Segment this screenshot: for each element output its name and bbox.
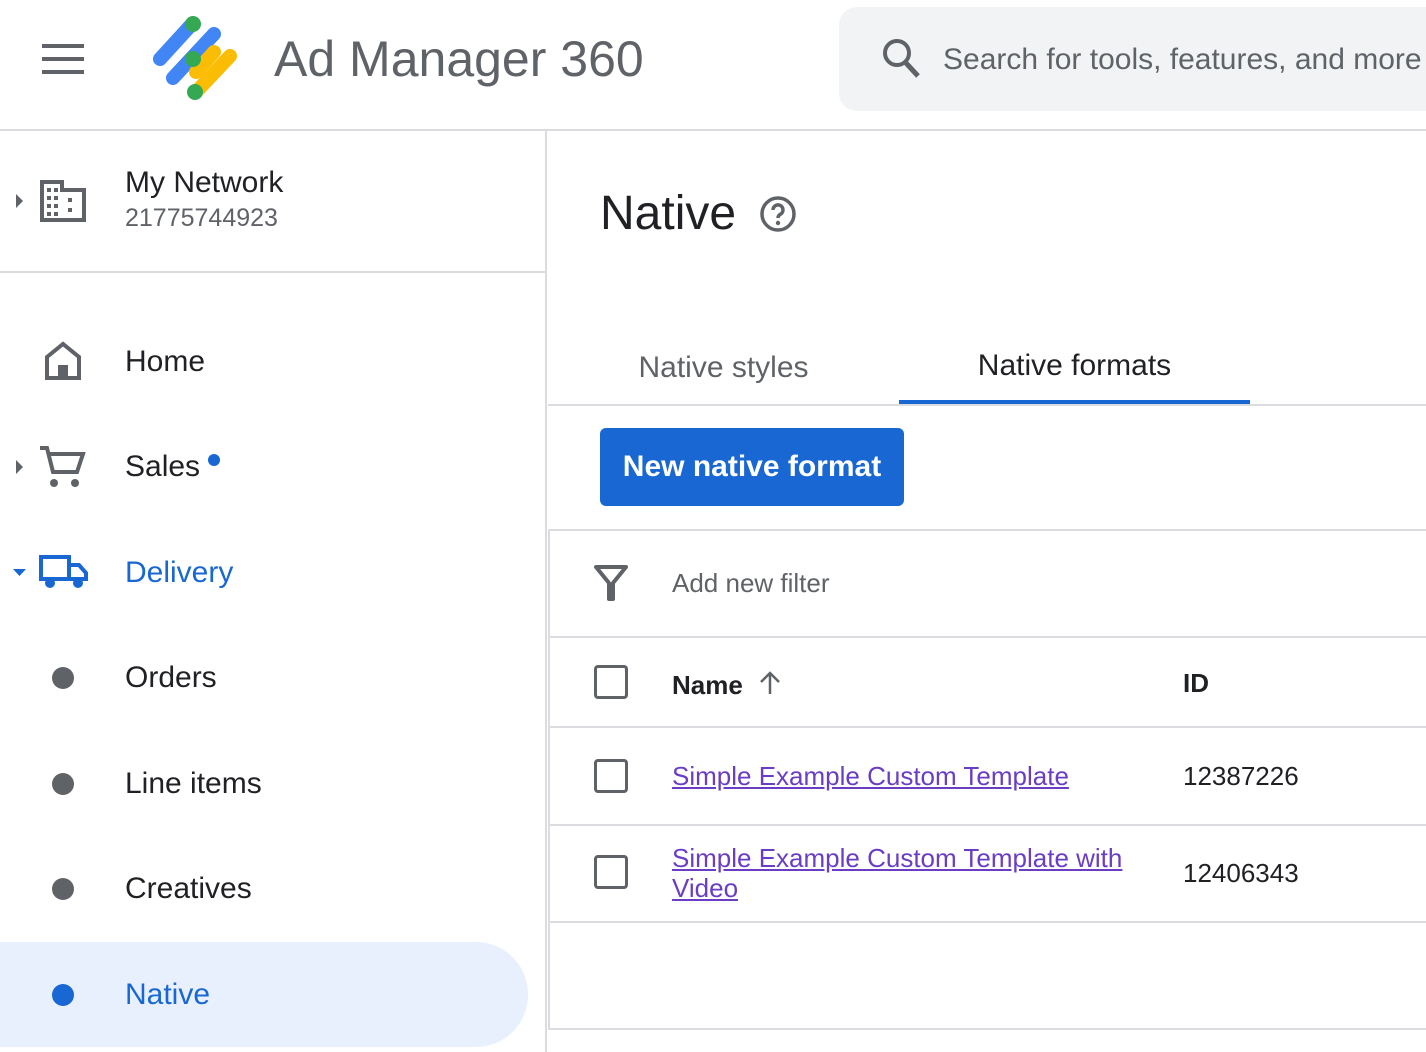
sidebar-item-label: Home	[125, 344, 206, 378]
sidebar-item-home[interactable]: Home	[0, 309, 528, 414]
table-row: Simple Example Custom Template with Vide…	[548, 826, 1426, 921]
sidebar-item-label: Creatives	[125, 871, 252, 905]
building-icon	[40, 180, 86, 222]
search-input[interactable]: Search for tools, features, and more	[943, 43, 1422, 76]
column-header-name[interactable]: Name	[672, 670, 743, 700]
menu-icon[interactable]	[42, 44, 84, 74]
sidebar-item-label: Native	[125, 977, 211, 1011]
truck-icon	[39, 555, 88, 588]
tab-native-formats[interactable]: Native formats	[899, 330, 1250, 404]
filter-icon[interactable]	[593, 564, 629, 602]
sidebar-item-label: Orders	[125, 660, 217, 694]
top-header: Ad Manager 360 Search for tools, feature…	[0, 0, 1426, 131]
sidebar-item-line-items[interactable]: Line items	[0, 731, 528, 836]
bullet-icon	[52, 666, 74, 689]
home-icon	[45, 341, 81, 380]
divider	[548, 726, 1426, 728]
sidebar-item-orders[interactable]: Orders	[0, 625, 528, 730]
sort-ascending-icon[interactable]	[758, 670, 782, 696]
search-bar[interactable]: Search for tools, features, and more	[839, 7, 1426, 111]
network-selector[interactable]: My Network 21775744923	[0, 140, 546, 270]
select-all-checkbox[interactable]	[594, 665, 628, 699]
divider	[0, 271, 546, 273]
divider	[548, 921, 1426, 923]
format-id: 12406343	[1183, 858, 1299, 888]
format-name-link[interactable]: Simple Example Custom Template	[672, 761, 1069, 791]
bullet-icon	[52, 877, 74, 900]
format-id: 12387226	[1183, 761, 1299, 791]
sidebar-item-label: Delivery	[125, 555, 234, 589]
bullet-icon	[52, 983, 74, 1006]
bullet-icon	[52, 772, 74, 795]
app-title: Ad Manager 360	[274, 31, 644, 87]
divider	[548, 824, 1426, 826]
search-icon	[883, 39, 920, 78]
caret-down-icon	[13, 569, 26, 576]
ad-manager-logo	[153, 16, 237, 100]
divider	[548, 404, 1426, 406]
page-title: Native	[600, 187, 737, 240]
formats-table	[548, 529, 1426, 1029]
notification-badge	[208, 454, 220, 466]
new-native-format-button[interactable]: New native format	[600, 428, 904, 506]
caret-right-icon	[16, 194, 23, 208]
format-name-link[interactable]: Simple Example Custom Template with Vide…	[672, 843, 1123, 903]
divider	[548, 1028, 1426, 1030]
row-checkbox[interactable]	[594, 759, 628, 793]
sidebar-item-delivery[interactable]: Delivery	[0, 520, 528, 625]
sidebar-item-label: Sales	[125, 449, 201, 483]
column-header-id: ID	[1183, 668, 1209, 698]
add-filter-input[interactable]: Add new filter	[672, 568, 830, 598]
network-id: 21775744923	[125, 204, 278, 232]
sidebar	[0, 131, 547, 1052]
network-name: My Network	[125, 166, 284, 199]
divider	[548, 529, 1426, 531]
sidebar-item-sales[interactable]: Sales	[0, 414, 528, 519]
table-row: Simple Example Custom Template 12387226	[548, 728, 1426, 824]
divider	[548, 636, 1426, 638]
sidebar-item-creatives[interactable]: Creatives	[0, 836, 528, 941]
cart-icon	[40, 446, 86, 487]
caret-right-icon	[16, 460, 23, 474]
sidebar-item-native[interactable]: Native	[0, 942, 528, 1047]
tab-native-styles[interactable]: Native styles	[638, 351, 809, 384]
help-icon[interactable]	[759, 195, 797, 233]
sidebar-item-label: Line items	[125, 766, 262, 800]
row-checkbox[interactable]	[594, 855, 628, 889]
